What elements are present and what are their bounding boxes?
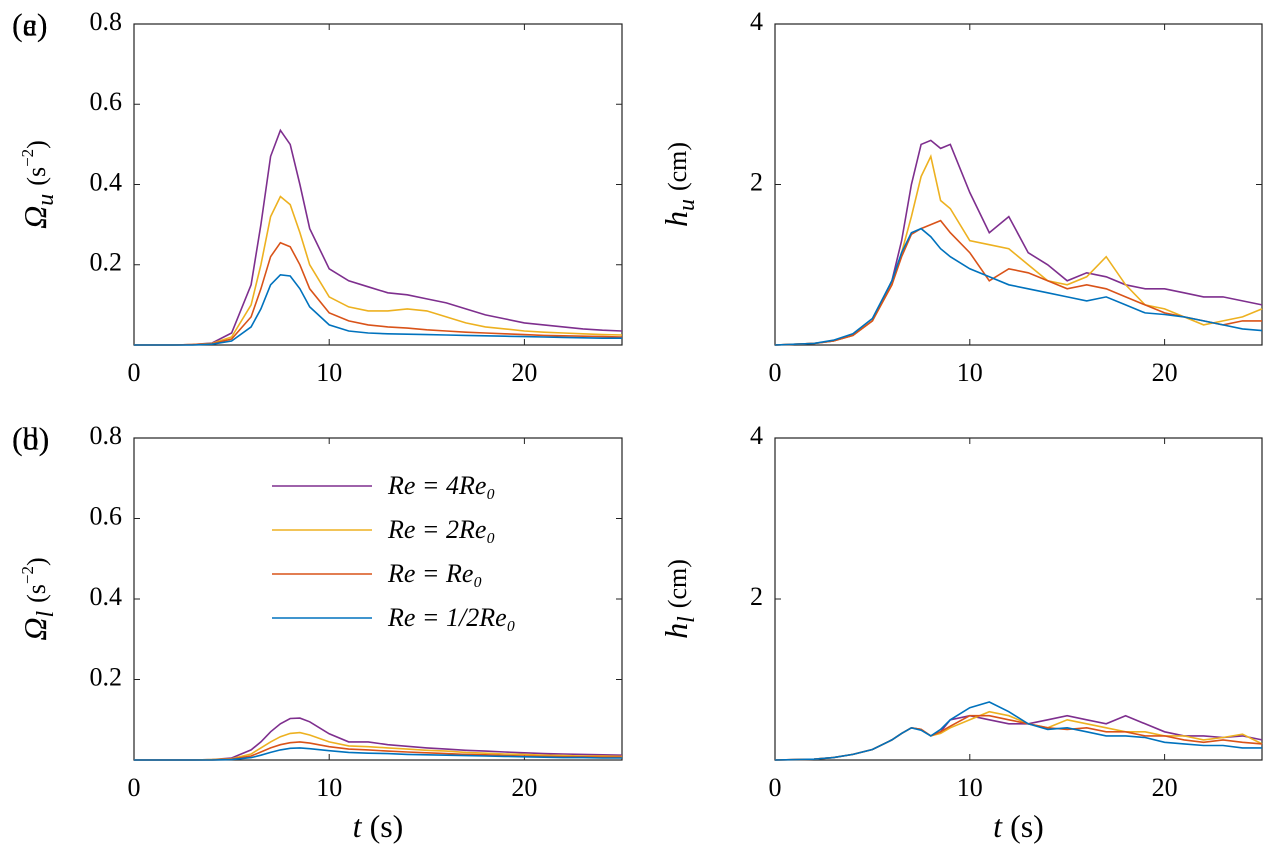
- data-line: [774, 714, 1263, 761]
- plot-frame: [133, 23, 623, 346]
- x-tick-label: 20: [511, 773, 537, 802]
- y-label-subscript: l: [33, 611, 59, 618]
- x-tick-label: 10: [316, 773, 342, 802]
- y-label-superscript: −2: [18, 149, 37, 167]
- y-label-subscript: u: [33, 194, 59, 206]
- y-label-symbol: Ω: [17, 618, 53, 641]
- x-label-unit: (s): [1010, 808, 1044, 844]
- y-axis-label: hu (cm): [658, 142, 699, 227]
- y-label-subscript: l: [674, 616, 700, 623]
- data-line: [134, 747, 622, 761]
- data-line: [774, 227, 1263, 346]
- panel: (d)hl(cm)t (s)240 10 20: [12, 420, 1263, 844]
- x-tick-label: 0: [769, 773, 782, 802]
- data-line: [134, 731, 623, 761]
- panel-label: (a): [12, 6, 48, 42]
- y-label-unit: (cm): [663, 559, 692, 608]
- panel-label: (c): [12, 6, 48, 42]
- y-label-unit: (cm): [663, 142, 692, 191]
- data-line: [134, 195, 623, 346]
- y-label-unit: (s: [22, 584, 51, 603]
- data-line: [134, 273, 622, 346]
- panel: (b) Ωl (s−2) t (s) 0.2 0.4 0.6 0.8 0 10 20 Re = 4Re₀…: [12, 420, 623, 844]
- x-tick-label: 0: [128, 773, 141, 802]
- y-tick-label: 4: [750, 7, 763, 36]
- legend: Re = 4Re₀ Re = 2Re₀ Re = Re₀ Re = 1/2Re₀: [272, 471, 516, 632]
- y-tick-label: 0.6: [90, 501, 123, 530]
- y-tick-label: 0.4: [90, 167, 123, 196]
- x-tick-label: 0: [128, 358, 141, 387]
- data-line: [774, 139, 1263, 346]
- y-tick-label: 0.8: [90, 421, 123, 450]
- legend-label: Re = 4Re₀: [387, 471, 495, 500]
- y-tick-label: 0.6: [90, 87, 123, 116]
- y-tick-label: 0.8: [90, 7, 123, 36]
- y-label-symbol: Ω: [17, 206, 53, 229]
- y-tick-label: 4: [750, 421, 763, 450]
- legend-label: Re = Re₀: [387, 559, 482, 588]
- x-tick-label: 10: [316, 358, 342, 387]
- panel-label: (d): [12, 420, 49, 456]
- plot-frame: [133, 437, 623, 761]
- data-line: [134, 717, 623, 761]
- y-label-subscript: u: [674, 199, 700, 211]
- y-label-close: ): [22, 140, 51, 149]
- x-tick-label: 20: [1152, 358, 1178, 387]
- plot-frame: [774, 23, 1263, 346]
- x-label-unit: (s): [370, 808, 404, 844]
- y-label-symbol: h: [658, 211, 694, 227]
- y-tick-label: 2: [750, 582, 763, 611]
- x-tick-label: 10: [957, 358, 983, 387]
- plot-frame: [774, 437, 1263, 761]
- y-label-symbol: h: [658, 623, 694, 639]
- y-axis-label: Ωl (s−2): [17, 557, 58, 640]
- x-tick-label: 10: [957, 773, 983, 802]
- x-tick-label: 20: [1152, 773, 1178, 802]
- x-tick-label: 0: [769, 358, 782, 387]
- y-axis-label: Ωu (s−2): [17, 140, 58, 229]
- legend-label: Re = 2Re₀: [387, 515, 495, 544]
- x-label-symbol: t: [353, 808, 363, 844]
- x-tick-label: 20: [511, 358, 537, 387]
- data-line: [774, 219, 1262, 346]
- data-line: [134, 241, 623, 346]
- panel: (a) Ωu (s−2) 0.2 0.4 0.6 0.8 0 10 20: [12, 6, 623, 387]
- y-tick-label: 2: [750, 167, 763, 196]
- data-line: [774, 153, 1263, 346]
- x-axis-label: t (s): [353, 808, 404, 844]
- x-label-symbol: t: [993, 808, 1003, 844]
- y-label-superscript: −2: [18, 566, 37, 584]
- y-label-close: ): [22, 557, 51, 566]
- y-label-unit: (s: [22, 167, 51, 186]
- y-axis-label: hl (cm): [658, 559, 699, 639]
- y-tick-label: 0.2: [90, 662, 123, 691]
- y-tick-label: 0.2: [90, 248, 123, 277]
- data-line: [134, 128, 623, 346]
- panel-label: (b): [12, 420, 49, 456]
- panel: (c)hu(cm) 240 10 20: [12, 6, 1263, 387]
- data-line: [774, 701, 1262, 761]
- legend-label: Re = 1/2Re₀: [387, 603, 516, 632]
- y-tick-label: 0.4: [90, 582, 123, 611]
- x-axis-label: t (s): [993, 808, 1044, 844]
